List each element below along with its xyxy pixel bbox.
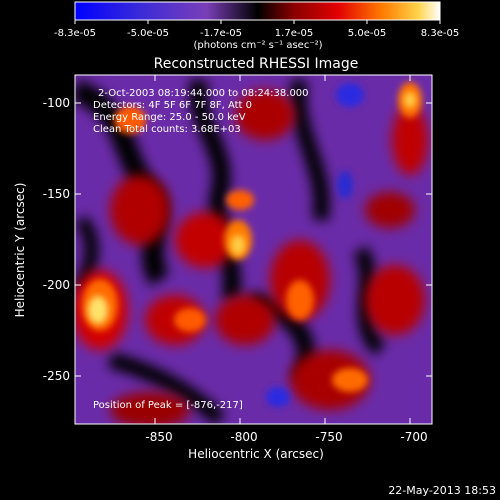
y-tick-label: -250 [43, 369, 70, 383]
y-axis-label: Heliocentric Y (arcsec) [13, 183, 27, 318]
colorbar-frame [74, 1, 441, 21]
peak-position-label: Position of Peak = [-876,-217] [93, 400, 243, 411]
x-axis-ticks: -850 -800 -750 -700 [145, 75, 428, 444]
info-line: Energy Range: 25.0 - 50.0 keV [93, 112, 246, 123]
orange-regions [82, 82, 422, 392]
blue-regions [266, 83, 364, 407]
x-tick-label: -850 [145, 430, 172, 444]
colorbar: -8.3e-05 -5.0e-05 -1.7e-05 1.7e-05 5.0e-05 8.… [54, 1, 459, 51]
x-axis-label: Heliocentric X (arcsec) [188, 447, 324, 461]
y-tick-label: -200 [43, 278, 70, 292]
colorbar-ticks: -8.3e-05 -5.0e-05 -1.7e-05 1.7e-05 5.0e-05 8.… [54, 20, 459, 39]
y-tick-label: -100 [43, 96, 70, 110]
solar-image [75, 75, 432, 424]
info-line: 2-Oct-2003 08:19:44.000 to 08:24:38.000 [98, 88, 309, 99]
info-line: Detectors: 4F 5F 6F 7F 8F, Att 0 [93, 100, 252, 111]
bright-peaks [88, 92, 416, 324]
plot-frame [74, 74, 433, 425]
colorbar-tick-label: 1.7e-05 [275, 28, 313, 39]
info-line: Clean Total counts: 3.68E+03 [93, 124, 241, 135]
footer-timestamp: 22-May-2013 18:53 [388, 484, 496, 497]
colorbar-tick-label: -8.3e-05 [54, 28, 96, 39]
colorbar-unit-label: (photons cm⁻² s⁻¹ asec⁻²) [193, 40, 322, 51]
y-axis-ticks: -100 -150 -200 -250 [43, 96, 432, 383]
colorbar-tick-label: 8.3e-05 [421, 28, 459, 39]
x-tick-label: -800 [230, 430, 257, 444]
x-tick-label: -700 [400, 430, 427, 444]
info-text: 2-Oct-2003 08:19:44.000 to 08:24:38.000D… [93, 88, 309, 135]
x-tick-label: -750 [315, 430, 342, 444]
colorbar-tick-label: 5.0e-05 [348, 28, 386, 39]
colorbar-gradient [75, 2, 440, 20]
colorbar-tick-label: -1.7e-05 [200, 28, 242, 39]
y-tick-label: -150 [43, 187, 70, 201]
plot-title: Reconstructed RHESSI Image [154, 56, 359, 72]
colorbar-tick-label: -5.0e-05 [127, 28, 169, 39]
